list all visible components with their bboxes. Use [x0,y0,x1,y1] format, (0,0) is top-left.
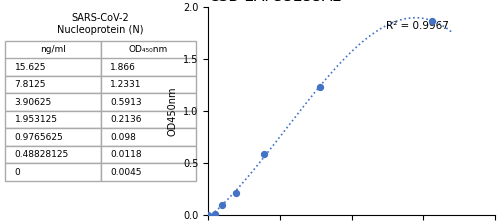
Point [218,203,226,207]
Point [316,85,324,88]
Point [204,213,212,217]
Point [260,152,268,155]
Point [211,212,219,216]
Text: CSB-EAP33255A2: CSB-EAP33255A2 [208,0,342,4]
Text: SARS-CoV-2
Nucleoprotein (N): SARS-CoV-2 Nucleoprotein (N) [58,13,144,34]
Y-axis label: OD450nm: OD450nm [168,86,177,136]
Point [428,19,436,22]
Text: R² = 0.9967: R² = 0.9967 [386,21,449,31]
Point [232,191,240,195]
